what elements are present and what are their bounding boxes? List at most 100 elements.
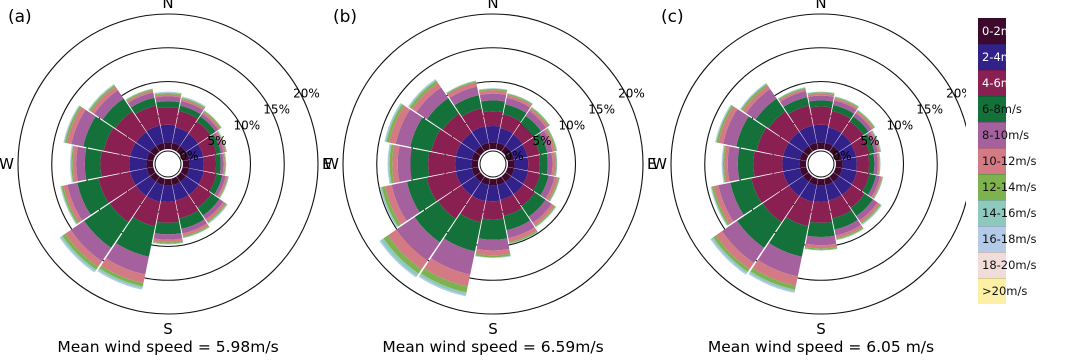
rose-segment [94,90,124,120]
rose-segment [446,80,476,94]
ring-label: 10% [559,118,586,132]
rose-segment [180,99,205,111]
ring-label: 15% [263,102,290,116]
ring-label: 15% [916,102,943,116]
rose-segment [501,172,511,182]
rose-segment [711,186,730,226]
rose-segment [209,134,222,155]
rose-segment [431,129,462,157]
rose-segment [146,167,156,176]
compass-label-n: N [487,0,498,12]
rose-segment [180,152,190,161]
rose-segment [511,144,528,160]
rose-segment [549,177,560,202]
rose-segment [723,108,749,147]
rose-segment [102,98,133,129]
rose-segment [446,81,477,95]
rose-segment [789,132,809,152]
rose-segment [129,156,147,172]
rose-segment [836,228,864,241]
rose-segment [479,93,507,102]
rose-segment [449,86,479,106]
legend-item: 10-12m/s [978,148,1037,174]
rose-segment [751,171,789,204]
rose-segment [713,235,750,272]
rose-segment [391,181,420,221]
rose-segment [213,132,224,154]
rose-segment [156,142,165,152]
rose-segment [778,87,806,101]
rose-segment [788,105,814,132]
rose-segment [497,128,514,146]
grid-ring [17,13,319,315]
rose-segment [513,123,534,144]
rose-segment [89,85,116,112]
rose-segment [496,176,505,186]
rose-segment [527,155,540,173]
rose-segment [873,153,878,175]
rose-segment [737,148,755,180]
rose-segment [154,94,182,98]
rose-segment [154,91,182,94]
rose-segment [851,136,870,157]
compass-label-n: N [162,0,173,12]
rose-segment [505,97,531,114]
rose-segment [780,91,808,107]
rose-segment [529,108,549,128]
rose-segment [215,131,226,153]
ring-label: 5% [208,134,227,148]
rose-segment [83,116,114,151]
rose-segment [186,144,204,160]
rose-segment [824,142,833,152]
legend-label: 14-16m/s [982,206,1037,220]
rose-segment [180,167,190,176]
rose-segment [748,272,795,294]
rose-segment [396,217,440,261]
rose-segment [476,238,510,251]
center-hole [154,150,182,178]
panel-label: (c) [661,7,684,27]
rose-segment [475,253,511,258]
ring-label: 10% [234,118,261,132]
rose-segment [447,82,478,98]
rose-segment [715,231,754,270]
rose-segment [481,142,490,152]
rose-segment [746,89,777,120]
rose-segment [505,134,523,152]
rose-segment [836,227,864,240]
rose-segment [813,185,829,202]
rose-segment [182,159,190,169]
mean-wind-caption: Mean wind speed = 5.98m/s [57,338,278,356]
rose-segment [386,104,405,143]
rose-segment [163,142,173,150]
rose-segment [520,115,542,137]
rose-segment [150,146,160,156]
rose-segment [100,151,131,177]
rose-segment [805,235,837,246]
center-hole [479,150,507,178]
legend-swatch [978,174,1006,200]
rose-segment [410,117,441,152]
legend-item: 18-20m/s [978,252,1037,278]
wind-rose-panel [670,13,966,315]
legend-item: 16-18m/s [978,226,1037,252]
legend-label: 8-10m/s [982,128,1030,142]
ring-label: 20% [618,87,645,101]
rose-segment [807,93,835,97]
rose-segment [146,182,164,202]
rose-segment [850,193,874,217]
rose-segment [835,225,863,239]
rose-segment [722,220,765,263]
rose-segment [832,210,858,230]
rose-segment [523,171,541,191]
rose-segment [126,90,154,103]
rose-segment [873,176,884,199]
rose-segment [154,92,182,95]
rose-segment [808,95,834,102]
rose-segment [385,184,407,225]
rose-segment [546,152,553,176]
rose-segment [799,159,807,169]
ring-label: 0% [179,149,198,163]
rose-segment [834,96,859,107]
ring-label: 20% [293,87,320,101]
